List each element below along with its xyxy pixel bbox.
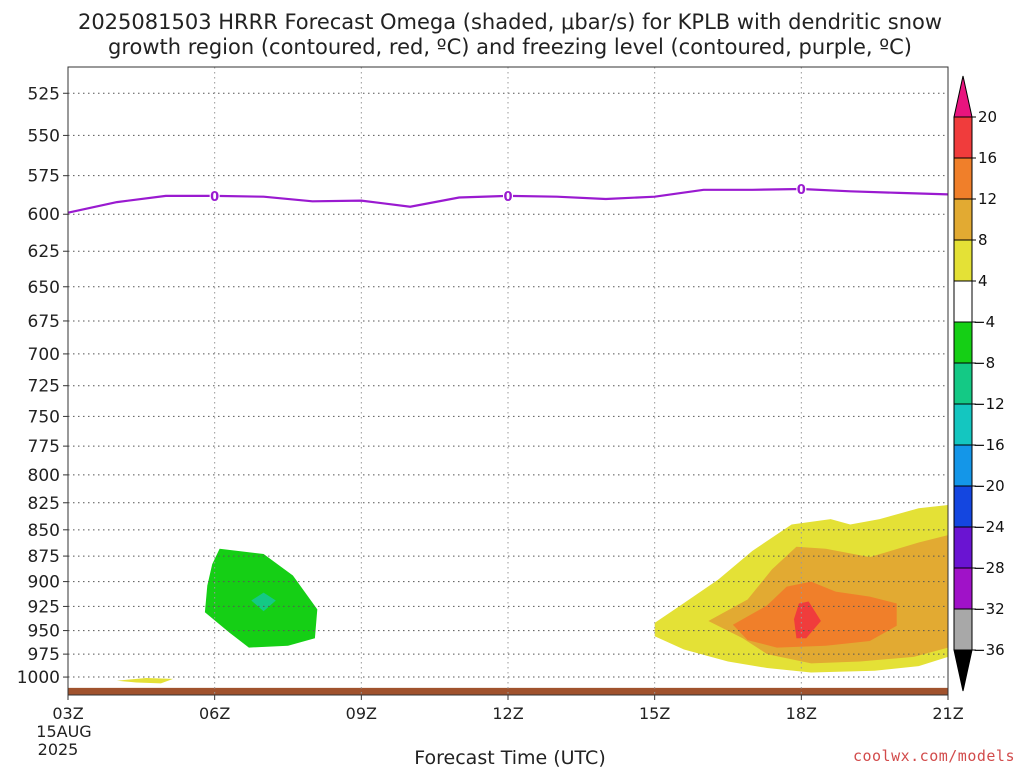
y-tick-label: 725 [28, 377, 60, 397]
y-tick-label: 825 [28, 494, 60, 514]
colorbar-band [953, 157, 973, 200]
y-tick-label: 1000 [17, 668, 60, 688]
x-year-label: 2025 [38, 740, 79, 759]
colorbar-top-triangle [953, 75, 973, 118]
y-tick-label: 625 [28, 242, 60, 262]
colorbar-tick-label: −16 [973, 436, 1005, 454]
omega-region-1 [251, 592, 276, 612]
colorbar-tick-label: 12 [978, 190, 997, 208]
colorbar: 20 16 12 8 4 −4 −8 −12 −16 −20 −24 −28 −32 −36 [953, 75, 1005, 692]
x-tick-label: 18Z [786, 704, 817, 723]
x-date-label: 15AUG [36, 722, 91, 741]
colorbar-band [953, 198, 973, 241]
x-tick-label: 06Z [199, 704, 230, 723]
y-tick-label: 975 [28, 645, 60, 665]
omega-region-6 [116, 678, 174, 684]
colorbar-band [953, 239, 973, 282]
y-tick-label: 550 [28, 126, 60, 146]
freezing-level-label: 0 [210, 190, 219, 205]
colorbar-tick-label: −4 [973, 313, 995, 331]
colorbar-band [953, 116, 973, 159]
freezing-label-bg [796, 181, 807, 196]
y-tick-label: 675 [28, 312, 60, 332]
colorbar-tick-label: 20 [978, 108, 997, 126]
colorbar-band [953, 567, 973, 610]
x-tick-label: 21Z [932, 704, 963, 723]
freezing-label-bg [209, 188, 220, 203]
colorbar-band [953, 280, 973, 323]
freezing-level-label: 0 [503, 190, 512, 205]
colorbar-tick-label: 16 [978, 149, 997, 167]
ground-strip [68, 687, 948, 695]
y-tick-label: 700 [28, 345, 60, 365]
y-tick-label: 850 [28, 521, 60, 541]
y-tick-label: 925 [28, 597, 60, 617]
y-tick-label: 775 [28, 437, 60, 457]
omega-shading-layer [116, 505, 948, 684]
colorbar-tick-label: 4 [978, 272, 988, 290]
freezing-level-layer: 0 0 0 [67, 181, 949, 214]
x-tick-label: 03Z [52, 704, 83, 723]
y-tick-label: 525 [28, 84, 60, 104]
ground-layer [68, 687, 948, 695]
x-axis-label: Forecast Time (UTC) [414, 747, 605, 768]
colorbar-tick-label: −36 [973, 641, 1005, 659]
grid-lines [68, 67, 948, 695]
colorbar-tick-label: −24 [973, 518, 1005, 536]
colorbar-bottom-triangle [953, 649, 973, 692]
colorbar-band [953, 485, 973, 528]
omega-region-5 [794, 601, 821, 639]
colorbar-tick-label: −28 [973, 559, 1005, 577]
colorbar-band [953, 362, 973, 405]
y-tick-label: 650 [28, 278, 60, 298]
y-axis: 525 550 575 600 625 650 675 700 725 750 775 800 825 8… [17, 84, 68, 688]
y-tick-label: 875 [28, 547, 60, 567]
colorbar-band [953, 526, 973, 569]
y-tick-label: 750 [28, 407, 60, 427]
chart-title-line-1: 2025081503 HRRR Forecast Omega (shaded, … [78, 10, 942, 34]
x-tick-label: 12Z [492, 704, 523, 723]
colorbar-tick-label: 8 [978, 231, 988, 249]
colorbar-band [953, 608, 973, 651]
colorbar-band [953, 403, 973, 446]
y-tick-label: 800 [28, 466, 60, 486]
y-tick-label: 600 [28, 205, 60, 225]
freezing-label-bg [503, 188, 513, 203]
colorbar-tick-label: −32 [973, 600, 1005, 618]
y-tick-label: 900 [28, 573, 60, 593]
colorbar-band [953, 444, 973, 487]
x-tick-label: 09Z [346, 704, 377, 723]
y-tick-label: 950 [28, 622, 60, 642]
credit-text[interactable]: coolwx.com/models [853, 747, 1015, 765]
colorbar-band [953, 321, 973, 364]
colorbar-tick-label: −20 [973, 477, 1005, 495]
freezing-level-label: 0 [797, 183, 806, 198]
colorbar-tick-label: −12 [973, 395, 1005, 413]
chart-title-line-2: growth region (contoured, red, ºC) and f… [108, 35, 912, 59]
x-tick-label: 15Z [639, 704, 670, 723]
y-tick-label: 575 [28, 167, 60, 187]
colorbar-tick-label: −8 [973, 354, 995, 372]
